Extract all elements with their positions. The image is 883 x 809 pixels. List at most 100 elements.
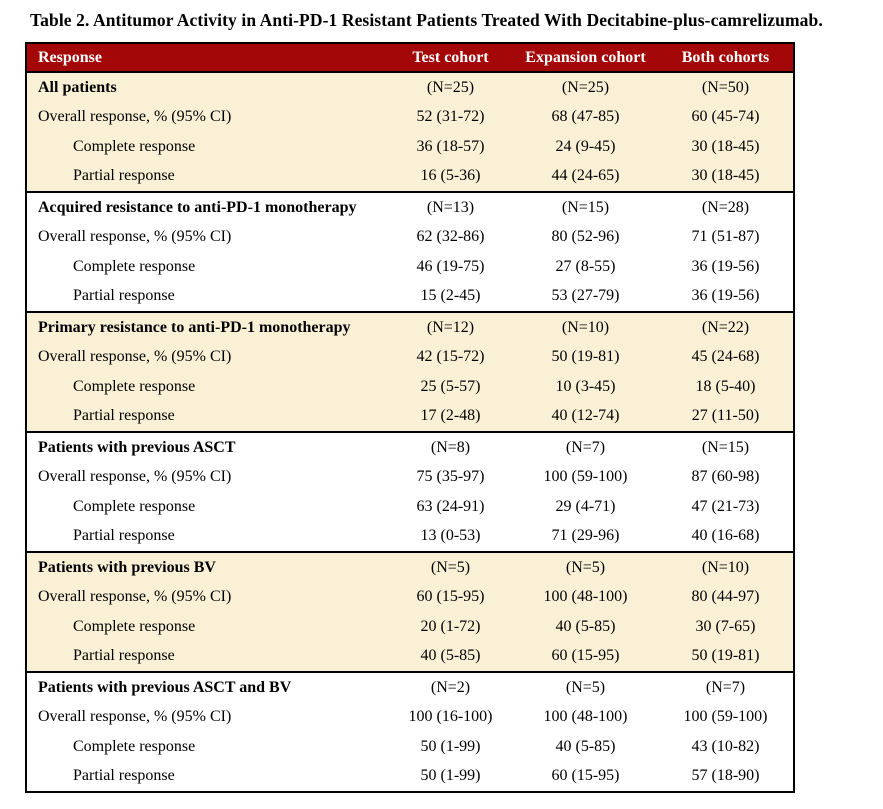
header-row: Response Test cohort Expansion cohort Bo… xyxy=(26,43,794,73)
table-row: Overall response, % (95% CI) 42 (15-72) 50… xyxy=(26,342,794,372)
cell-value: 87 (60-98) xyxy=(658,462,794,492)
table-row: Partial response 15 (2-45) 53 (27-79) 36 (1… xyxy=(26,281,794,312)
section-label: Patients with previous BV xyxy=(26,551,388,583)
cell-value: 50 (19-81) xyxy=(513,342,658,372)
table-row: Partial response 40 (5-85) 60 (15-95) 50 (1… xyxy=(26,641,794,672)
section-header-row: Primary resistance to anti-PD-1 monother… xyxy=(26,311,794,343)
row-label: Partial response xyxy=(26,281,388,312)
row-label: Overall response, % (95% CI) xyxy=(26,342,388,372)
cell-value: 60 (15-95) xyxy=(513,761,658,792)
table-row: Overall response, % (95% CI) 100 (16-100)… xyxy=(26,702,794,732)
cell-value: 36 (19-56) xyxy=(658,281,794,312)
table-row: Complete response 50 (1-99) 40 (5-85) 43 (1… xyxy=(26,732,794,762)
cell-value: 80 (44-97) xyxy=(658,582,794,612)
section-n-value: (N=10) xyxy=(513,311,658,343)
section-n-value: (N=5) xyxy=(513,671,658,703)
row-label: Overall response, % (95% CI) xyxy=(26,582,388,612)
cell-value: 50 (1-99) xyxy=(388,732,513,762)
section-n-value: (N=15) xyxy=(513,191,658,223)
table-row: Complete response 36 (18-57) 24 (9-45) 30 (… xyxy=(26,132,794,162)
row-label: Complete response xyxy=(26,372,388,402)
cell-value: 46 (19-75) xyxy=(388,252,513,282)
section-header-row: Patients with previous ASCT and BV (N=2)(… xyxy=(26,671,794,703)
cell-value: 42 (15-72) xyxy=(388,342,513,372)
section-label: Patients with previous ASCT xyxy=(26,431,388,463)
cell-value: 36 (19-56) xyxy=(658,252,794,282)
table-row: Complete response 63 (24-91) 29 (4-71) 47 (… xyxy=(26,492,794,522)
cell-value: 18 (5-40) xyxy=(658,372,794,402)
row-label: Complete response xyxy=(26,612,388,642)
table-row: Partial response 13 (0-53) 71 (29-96) 40 (1… xyxy=(26,521,794,552)
section-n-value: (N=25) xyxy=(388,71,513,103)
cell-value: 60 (45-74) xyxy=(658,102,794,132)
row-label: Overall response, % (95% CI) xyxy=(26,102,388,132)
cell-value: 43 (10-82) xyxy=(658,732,794,762)
cell-value: 62 (32-86) xyxy=(388,222,513,252)
section-n-value: (N=2) xyxy=(388,671,513,703)
cell-value: 15 (2-45) xyxy=(388,281,513,312)
section-n-value: (N=8) xyxy=(388,431,513,463)
cell-value: 25 (5-57) xyxy=(388,372,513,402)
column-header-both-cohorts: Both cohorts xyxy=(658,43,794,73)
column-header-test-cohort: Test cohort xyxy=(388,43,513,73)
cell-value: 100 (16-100) xyxy=(388,702,513,732)
cell-value: 44 (24-65) xyxy=(513,161,658,192)
row-label: Partial response xyxy=(26,641,388,672)
section-label: All patients xyxy=(26,71,388,103)
row-label: Complete response xyxy=(26,732,388,762)
section-n-value: (N=25) xyxy=(513,71,658,103)
table-row: Partial response 50 (1-99) 60 (15-95) 57 (1… xyxy=(26,761,794,792)
cell-value: 71 (51-87) xyxy=(658,222,794,252)
cell-value: 24 (9-45) xyxy=(513,132,658,162)
table-row: Complete response 20 (1-72) 40 (5-85) 30 (7… xyxy=(26,612,794,642)
cell-value: 60 (15-95) xyxy=(388,582,513,612)
table-row: Partial response 16 (5-36) 44 (24-65) 30 (1… xyxy=(26,161,794,192)
cell-value: 45 (24-68) xyxy=(658,342,794,372)
section-label: Acquired resistance to anti-PD-1 monothe… xyxy=(26,191,388,223)
row-label: Complete response xyxy=(26,132,388,162)
section-label: Patients with previous ASCT and BV xyxy=(26,671,388,703)
cell-value: 36 (18-57) xyxy=(388,132,513,162)
row-label: Complete response xyxy=(26,252,388,282)
column-header-expansion-cohort: Expansion cohort xyxy=(513,43,658,73)
row-label: Partial response xyxy=(26,161,388,192)
section-n-value: (N=7) xyxy=(658,671,794,703)
cell-value: 17 (2-48) xyxy=(388,401,513,432)
section-n-value: (N=5) xyxy=(388,551,513,583)
table-header: Response Test cohort Expansion cohort Bo… xyxy=(26,43,794,73)
cell-value: 10 (3-45) xyxy=(513,372,658,402)
cell-value: 13 (0-53) xyxy=(388,521,513,552)
section-header-row: Patients with previous BV (N=5) (N=5) (N=10… xyxy=(26,551,794,583)
cell-value: 100 (48-100) xyxy=(513,582,658,612)
cell-value: 40 (5-85) xyxy=(513,732,658,762)
row-label: Complete response xyxy=(26,492,388,522)
table-row: Overall response, % (95% CI) 75 (35-97) 10… xyxy=(26,462,794,492)
section-n-value: (N=50) xyxy=(658,71,794,103)
section-label: Primary resistance to anti-PD-1 monother… xyxy=(26,311,388,343)
row-label: Partial response xyxy=(26,761,388,792)
row-label: Partial response xyxy=(26,401,388,432)
cell-value: 40 (5-85) xyxy=(388,641,513,672)
cell-value: 75 (35-97) xyxy=(388,462,513,492)
cell-value: 60 (15-95) xyxy=(513,641,658,672)
cell-value: 47 (21-73) xyxy=(658,492,794,522)
cell-value: 57 (18-90) xyxy=(658,761,794,792)
cell-value: 40 (16-68) xyxy=(658,521,794,552)
cell-value: 30 (18-45) xyxy=(658,132,794,162)
cell-value: 30 (7-65) xyxy=(658,612,794,642)
cell-value: 100 (59-100) xyxy=(658,702,794,732)
row-label: Partial response xyxy=(26,521,388,552)
results-table: Response Test cohort Expansion cohort Bo… xyxy=(25,42,795,793)
cell-value: 52 (31-72) xyxy=(388,102,513,132)
cell-value: 29 (4-71) xyxy=(513,492,658,522)
table-row: Overall response, % (95% CI) 60 (15-95) 10… xyxy=(26,582,794,612)
cell-value: 80 (52-96) xyxy=(513,222,658,252)
section-n-value: (N=22) xyxy=(658,311,794,343)
cell-value: 68 (47-85) xyxy=(513,102,658,132)
row-label: Overall response, % (95% CI) xyxy=(26,222,388,252)
cell-value: 50 (19-81) xyxy=(658,641,794,672)
cell-value: 16 (5-36) xyxy=(388,161,513,192)
section-n-value: (N=5) xyxy=(513,551,658,583)
section-n-value: (N=28) xyxy=(658,191,794,223)
